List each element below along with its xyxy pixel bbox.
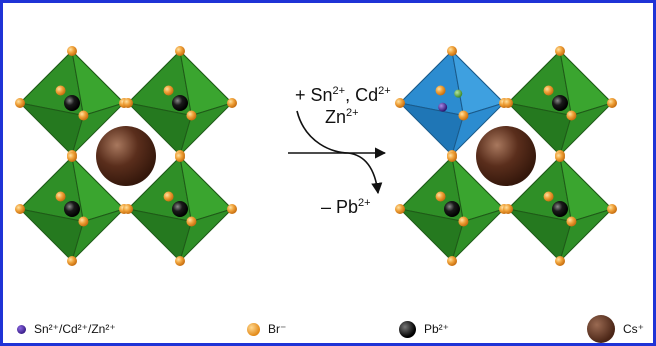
dopant-ion-symbol bbox=[17, 324, 26, 334]
dopant-ion bbox=[454, 89, 463, 98]
br-ion bbox=[175, 46, 185, 56]
left-perovskite-cluster bbox=[15, 46, 237, 266]
legend-label-dopant: Sn²⁺/Cd²⁺/Zn²⁺ bbox=[34, 322, 116, 336]
dopant-ion bbox=[438, 102, 448, 112]
br-ion bbox=[447, 256, 457, 266]
legend-label-pb: Pb²⁺ bbox=[424, 322, 450, 336]
br-ion bbox=[123, 98, 133, 108]
pb-ion bbox=[64, 201, 80, 217]
br-ion bbox=[15, 98, 25, 108]
octahedron bbox=[123, 152, 237, 266]
br-ion bbox=[503, 204, 513, 214]
br-ion bbox=[555, 152, 565, 162]
br-ion bbox=[543, 191, 554, 202]
legend-label-cs: Cs⁺ bbox=[623, 322, 644, 336]
br-ion bbox=[566, 216, 577, 227]
br-ion bbox=[458, 216, 469, 227]
legend-item-br: Br⁻ bbox=[247, 316, 286, 342]
br-ion bbox=[447, 46, 457, 56]
br-ion bbox=[543, 85, 554, 96]
br-ion bbox=[78, 216, 89, 227]
br-ion bbox=[435, 85, 446, 96]
br-ion bbox=[55, 191, 66, 202]
br-ion bbox=[607, 204, 617, 214]
octahedron bbox=[15, 46, 129, 160]
cs-ion bbox=[96, 126, 156, 186]
right-perovskite-cluster bbox=[395, 46, 617, 266]
added-ions-label-line1: + Sn2+, Cd2+ bbox=[295, 85, 391, 105]
br-ion bbox=[175, 256, 185, 266]
br-ion bbox=[435, 191, 446, 202]
br-ion bbox=[78, 110, 89, 121]
legend: Sn²⁺/Cd²⁺/Zn²⁺ Br⁻ Pb²⁺ Cs⁺ bbox=[15, 315, 645, 343]
br-ion bbox=[447, 152, 457, 162]
added-ions-label-line2: Zn2+ bbox=[325, 107, 359, 127]
br-ion bbox=[67, 256, 77, 266]
br-ion bbox=[395, 98, 405, 108]
removed-ion-label: – Pb2+ bbox=[321, 197, 371, 217]
pb-ion bbox=[444, 201, 460, 217]
octahedron bbox=[123, 46, 237, 160]
octahedron bbox=[503, 152, 617, 266]
br-ion bbox=[555, 46, 565, 56]
pb-ion bbox=[552, 201, 568, 217]
br-ion bbox=[123, 204, 133, 214]
cs-ion-symbol bbox=[587, 315, 615, 343]
br-ion bbox=[163, 191, 174, 202]
pb-ion bbox=[172, 95, 188, 111]
br-ion bbox=[395, 204, 405, 214]
legend-label-br: Br⁻ bbox=[268, 322, 287, 336]
pb-ion bbox=[172, 201, 188, 217]
legend-item-pb: Pb²⁺ bbox=[399, 316, 449, 342]
br-ion bbox=[186, 110, 197, 121]
legend-item-cs: Cs⁺ bbox=[587, 315, 644, 343]
legend-item-dopant: Sn²⁺/Cd²⁺/Zn²⁺ bbox=[17, 316, 116, 342]
br-ion bbox=[607, 98, 617, 108]
br-ion bbox=[67, 46, 77, 56]
br-ion bbox=[175, 152, 185, 162]
br-ion bbox=[458, 110, 469, 121]
cs-ion bbox=[476, 126, 536, 186]
br-ion bbox=[15, 204, 25, 214]
br-ion bbox=[67, 152, 77, 162]
pb-ion-symbol bbox=[399, 320, 416, 338]
br-ion-symbol bbox=[247, 322, 260, 336]
br-ion bbox=[186, 216, 197, 227]
br-ion bbox=[227, 204, 237, 214]
octahedron bbox=[15, 152, 129, 266]
pb-ion bbox=[552, 95, 568, 111]
pb-ion bbox=[64, 95, 80, 111]
crystal-structure-scene bbox=[15, 46, 617, 266]
br-ion bbox=[566, 110, 577, 121]
br-ion bbox=[503, 98, 513, 108]
br-ion bbox=[163, 85, 174, 96]
br-ion bbox=[555, 256, 565, 266]
br-ion bbox=[227, 98, 237, 108]
br-ion bbox=[55, 85, 66, 96]
reaction-arrow bbox=[288, 110, 387, 195]
